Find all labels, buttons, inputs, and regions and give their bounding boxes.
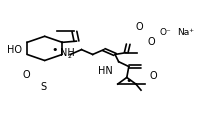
Text: O: O <box>22 70 30 80</box>
Text: O: O <box>135 22 142 32</box>
Text: •: • <box>125 76 132 86</box>
Text: O: O <box>148 71 156 81</box>
Text: HO: HO <box>7 45 22 55</box>
Text: ₂: ₂ <box>68 50 72 60</box>
Text: O: O <box>146 37 154 47</box>
Text: Na⁺: Na⁺ <box>177 28 194 37</box>
Text: O⁻: O⁻ <box>159 28 171 37</box>
Text: S: S <box>40 82 46 91</box>
Text: NH: NH <box>60 48 74 58</box>
Text: HN: HN <box>97 66 112 76</box>
Text: •: • <box>51 45 57 55</box>
